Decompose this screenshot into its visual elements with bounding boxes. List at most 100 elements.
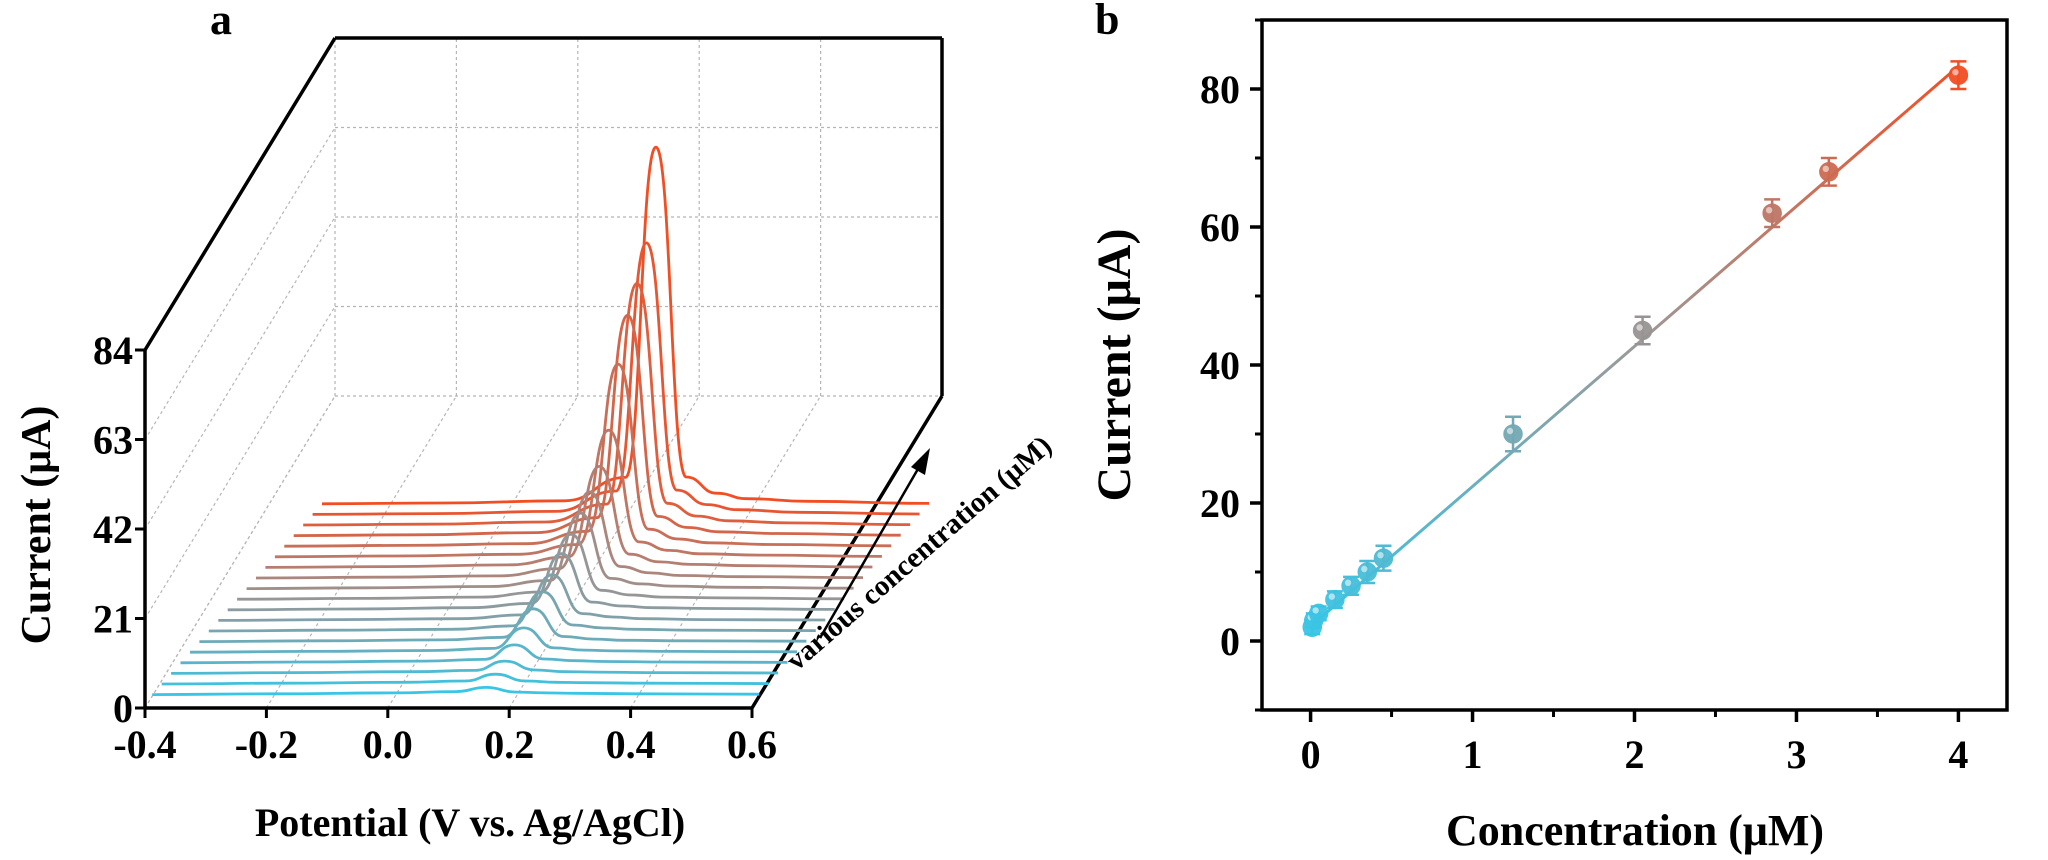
- data-point: [1632, 315, 1653, 346]
- voltammogram-curve: [208, 590, 816, 633]
- x-tick-label: 2: [1625, 732, 1645, 777]
- floor-gridline: [630, 395, 822, 709]
- voltammogram-curve: [246, 511, 854, 590]
- panel-b-calibration-chart: b 0 1 2 3 4 0 20 40 60 80 Concentration (μM) Cur…: [1088, 0, 2009, 855]
- data-point: [1762, 198, 1782, 229]
- data-marker: [1373, 548, 1394, 568]
- voltammogram-curve: [255, 490, 864, 580]
- voltammogram-curve: [274, 428, 882, 559]
- data-marker: [1357, 562, 1378, 582]
- data-marker: [1325, 589, 1345, 610]
- voltammogram-curve: [180, 643, 788, 665]
- voltammogram-curve: [303, 281, 911, 527]
- x-tick-label: -0.4: [113, 722, 176, 767]
- x-tick-label: 0.6: [727, 722, 777, 767]
- panel-b-plot-frame: [1260, 18, 2009, 712]
- data-point: [1325, 589, 1345, 610]
- voltammogram-curve: [161, 672, 769, 686]
- y-tick-label: 80: [1200, 67, 1240, 112]
- panel-a-label: a: [210, 0, 232, 44]
- concentration-arrow: [818, 448, 930, 639]
- voltammogram-curve: [189, 626, 798, 654]
- linear-fit-line: [1309, 65, 1960, 628]
- y-tick-label: 60: [1200, 205, 1240, 250]
- data-marker: [1341, 576, 1361, 596]
- data-point: [1503, 415, 1523, 453]
- panel-b-y-axis-title: Current (μA): [1088, 229, 1141, 502]
- panel-a-frame: [143, 36, 944, 710]
- data-marker: [1762, 203, 1782, 223]
- voltammogram-curve: [152, 685, 760, 696]
- marker-highlight: [1377, 552, 1384, 559]
- marker-highlight: [1822, 165, 1830, 172]
- y-tick-label: 0: [1220, 619, 1240, 664]
- data-point: [1819, 156, 1839, 187]
- y-tick-label: 20: [1200, 481, 1240, 526]
- x-tick-label: 3: [1786, 732, 1806, 777]
- panel-a-y-axis-title: Current (μA): [14, 406, 60, 645]
- voltammogram-curve: [284, 362, 892, 548]
- data-marker: [1632, 320, 1653, 341]
- y-tick-label: 63: [93, 418, 133, 463]
- data-point: [1308, 603, 1329, 624]
- panel-a-y-ticks: 0 21 42 63 84: [93, 328, 145, 731]
- y-tick-label: 40: [1200, 343, 1240, 388]
- voltammogram-curve: [218, 573, 826, 622]
- floor-gridline: [387, 395, 579, 709]
- x-tick-label: 0: [1301, 732, 1321, 777]
- x-tick-label: 0.4: [606, 722, 656, 767]
- voltammogram-curve: [312, 241, 920, 516]
- panel-a-grid: [144, 37, 943, 709]
- side-wall-gridline: [144, 395, 336, 709]
- marker-highlight: [1952, 69, 1959, 76]
- voltammogram-curve: [265, 464, 873, 569]
- y-tick-label: 84: [93, 328, 133, 373]
- voltammogram-curve: [199, 607, 807, 643]
- voltammogram-curve: [171, 659, 779, 675]
- x-tick-label: 0.0: [363, 722, 413, 767]
- frame-edge: [750, 395, 944, 709]
- side-wall-gridline: [144, 127, 336, 440]
- panel-b-x-ticks: 0 1 2 3 4: [1301, 710, 1968, 777]
- data-point: [1341, 575, 1361, 597]
- x-tick-label: -0.2: [235, 722, 298, 767]
- panel-b-points: [1302, 60, 1969, 637]
- data-marker: [1948, 65, 1969, 85]
- marker-highlight: [1344, 579, 1352, 586]
- x-tick-label: 4: [1948, 732, 1968, 777]
- data-marker: [1308, 603, 1329, 624]
- voltammogram-curve: [227, 552, 835, 612]
- panel-a-x-axis-title: Potential (V vs. Ag/AgCl): [255, 800, 685, 845]
- marker-highlight: [1765, 207, 1773, 214]
- marker-highlight: [1636, 324, 1643, 331]
- panel-b-x-axis-title: Concentration (μM): [1446, 806, 1824, 855]
- side-wall-gridline: [144, 216, 336, 530]
- floor-gridline: [265, 395, 457, 709]
- data-point: [1373, 544, 1394, 572]
- frame-edge: [143, 37, 337, 351]
- x-tick-label: 1: [1463, 732, 1483, 777]
- panel-a-x-ticks: -0.4 -0.2 0.0 0.2 0.4 0.6: [113, 708, 777, 767]
- marker-highlight: [1312, 607, 1319, 614]
- panel-b-y-ticks: 0 20 40 60 80: [1200, 18, 1262, 712]
- floor-gridline: [508, 395, 700, 709]
- y-tick-label: 0: [113, 686, 133, 731]
- voltammogram-curve: [321, 145, 930, 506]
- panel-b-fit-line: [1309, 65, 1960, 628]
- data-marker: [1503, 424, 1523, 444]
- y-tick-label: 42: [93, 507, 133, 552]
- data-point: [1357, 559, 1378, 585]
- data-marker: [1819, 162, 1839, 182]
- marker-highlight: [1328, 593, 1336, 600]
- marker-highlight: [1506, 427, 1514, 435]
- panel-a-curves: [152, 145, 930, 696]
- side-wall-gridline: [144, 306, 336, 619]
- voltammogram-curve: [237, 532, 845, 601]
- panel-b-label: b: [1095, 0, 1119, 44]
- panel-a-waterfall-chart: a -0.4 -0.2 0.0 0.2 0.4 0.6 0 21 42 63 84 Potenti…: [14, 0, 1058, 845]
- x-tick-label: 0.2: [484, 722, 534, 767]
- marker-highlight: [1361, 565, 1368, 573]
- data-point: [1948, 60, 1969, 91]
- voltammogram-curve: [293, 313, 901, 537]
